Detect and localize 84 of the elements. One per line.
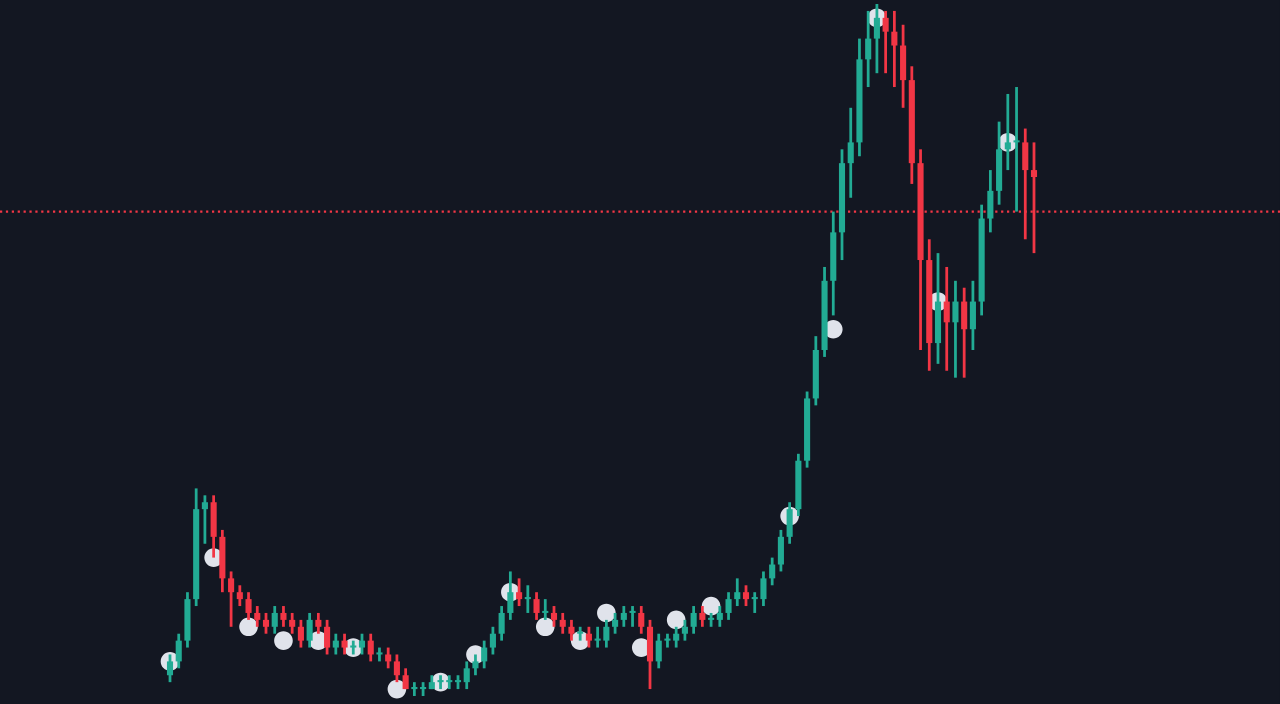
candlestick [271, 604, 278, 636]
candlestick [472, 653, 479, 677]
candlestick [498, 604, 505, 643]
candlestick [655, 632, 662, 670]
candlestick [847, 106, 854, 200]
candlestick [542, 597, 549, 622]
candlestick [865, 9, 872, 89]
candlestick [620, 604, 627, 629]
candlestick [254, 604, 261, 629]
candlestick [716, 604, 723, 629]
candlestick [603, 618, 610, 649]
candlestick [742, 583, 750, 608]
candlestick [516, 576, 523, 608]
candlestick [891, 9, 898, 89]
candlestick [734, 576, 741, 608]
candlestick [236, 583, 243, 608]
candlestick [612, 611, 619, 636]
point [274, 631, 293, 650]
candlestick [297, 618, 304, 649]
candlestick [332, 632, 339, 656]
candlestick [166, 653, 174, 684]
candlestick [245, 590, 252, 622]
candlestick [524, 583, 531, 615]
candlestick [882, 9, 889, 75]
candlestick [367, 632, 374, 663]
candlestick [315, 611, 322, 636]
candlestick [341, 632, 348, 656]
candlestick [952, 279, 959, 380]
candlestick [969, 279, 976, 352]
candlestick [725, 590, 732, 622]
candlestick [690, 604, 697, 636]
point [239, 617, 258, 637]
candlestick [1004, 92, 1011, 172]
candlestick [646, 618, 654, 691]
candlestick [402, 666, 409, 691]
point [701, 596, 721, 616]
candlestick [437, 673, 444, 691]
candlestick [629, 604, 636, 629]
point [597, 603, 616, 623]
point [666, 610, 686, 630]
candlestick [996, 120, 1003, 207]
candlestick [900, 23, 907, 110]
candlestick [777, 528, 784, 573]
candlestick [943, 265, 950, 373]
point [387, 679, 407, 699]
candlestick [664, 632, 671, 649]
candlestick [961, 286, 968, 380]
candlestick [987, 168, 994, 234]
candlestick [550, 604, 558, 629]
candlestick [489, 625, 496, 656]
candlestick [289, 611, 296, 636]
candlestick [873, 2, 880, 75]
candlestick [324, 618, 331, 656]
candlestick [1013, 85, 1020, 213]
candlestick [184, 590, 191, 649]
candlestick [699, 604, 706, 629]
candlestick [594, 625, 601, 649]
candlestick [393, 653, 400, 684]
candlestick [559, 611, 566, 636]
candlestick [175, 632, 182, 670]
point [535, 617, 555, 637]
candlestick [210, 493, 217, 559]
candlestick [262, 611, 270, 636]
candlestick [786, 500, 793, 546]
candlestick [385, 646, 392, 670]
candlestick [769, 556, 776, 587]
candlestick [533, 590, 540, 622]
candlestick [481, 639, 488, 670]
candlestick [568, 618, 575, 643]
candlestick [219, 528, 226, 594]
candlestick [681, 618, 688, 643]
candlestick [934, 251, 942, 366]
candlestick [577, 625, 584, 643]
candlestick [585, 625, 592, 649]
candlestick [201, 493, 208, 546]
candlestick [358, 632, 366, 656]
candlestick [463, 660, 470, 691]
candlestick [760, 570, 767, 608]
candlestick [280, 604, 287, 629]
candlestick [638, 604, 645, 636]
candlestick [228, 570, 235, 629]
candlestick [306, 611, 313, 649]
candlestick [411, 680, 418, 698]
candlestick [507, 570, 514, 622]
